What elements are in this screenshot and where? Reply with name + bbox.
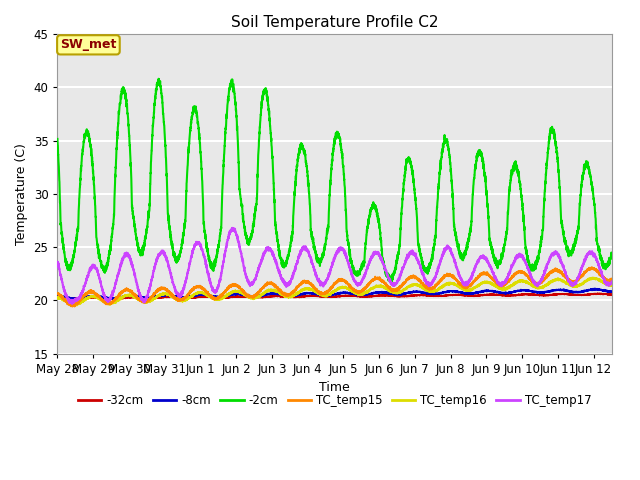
TC_temp17 bbox=[68, 301, 76, 307]
-2cm bbox=[451, 228, 459, 234]
TC_temp15 bbox=[451, 276, 458, 281]
TC_temp15 bbox=[54, 291, 61, 297]
Line: -8cm: -8cm bbox=[58, 288, 612, 300]
Line: TC_temp15: TC_temp15 bbox=[58, 267, 612, 306]
TC_temp17 bbox=[220, 254, 228, 260]
-8cm bbox=[200, 291, 208, 297]
TC_temp15 bbox=[588, 264, 596, 270]
-8cm bbox=[54, 293, 61, 299]
TC_temp16 bbox=[589, 275, 596, 280]
TC_temp16 bbox=[509, 282, 516, 288]
-32cm bbox=[96, 295, 104, 300]
-2cm bbox=[54, 136, 61, 142]
-2cm bbox=[608, 254, 616, 260]
Line: -2cm: -2cm bbox=[58, 79, 612, 282]
TC_temp16 bbox=[559, 279, 567, 285]
TC_temp16 bbox=[220, 295, 228, 300]
TC_temp17 bbox=[54, 260, 61, 265]
TC_temp16 bbox=[200, 291, 208, 297]
TC_temp17 bbox=[559, 264, 567, 270]
-8cm bbox=[509, 289, 516, 295]
-32cm bbox=[509, 292, 516, 298]
TC_temp17 bbox=[228, 225, 236, 231]
-32cm bbox=[559, 291, 567, 297]
-2cm bbox=[200, 225, 208, 231]
Title: Soil Temperature Profile C2: Soil Temperature Profile C2 bbox=[231, 15, 438, 30]
-2cm bbox=[509, 167, 516, 173]
-32cm bbox=[220, 295, 228, 300]
Legend: -32cm, -8cm, -2cm, TC_temp15, TC_temp16, TC_temp17: -32cm, -8cm, -2cm, TC_temp15, TC_temp16,… bbox=[73, 389, 596, 412]
-8cm bbox=[591, 286, 599, 291]
TC_temp16 bbox=[96, 295, 104, 301]
-2cm bbox=[220, 147, 228, 153]
TC_temp17 bbox=[200, 254, 208, 260]
TC_temp17 bbox=[509, 263, 516, 268]
TC_temp15 bbox=[200, 287, 208, 293]
-32cm bbox=[76, 296, 84, 302]
X-axis label: Time: Time bbox=[319, 382, 350, 395]
-32cm bbox=[200, 294, 208, 300]
-8cm bbox=[72, 297, 80, 302]
TC_temp16 bbox=[73, 302, 81, 308]
-32cm bbox=[594, 290, 602, 296]
-2cm bbox=[95, 254, 103, 260]
-8cm bbox=[96, 294, 104, 300]
TC_temp17 bbox=[608, 278, 616, 284]
TC_temp16 bbox=[608, 282, 616, 288]
TC_temp15 bbox=[96, 294, 104, 300]
TC_temp17 bbox=[451, 258, 459, 264]
TC_temp17 bbox=[96, 276, 104, 281]
TC_temp15 bbox=[608, 277, 616, 283]
-8cm bbox=[608, 289, 616, 295]
-8cm bbox=[220, 294, 228, 300]
TC_temp15 bbox=[559, 271, 567, 277]
-32cm bbox=[451, 292, 458, 298]
-2cm bbox=[388, 279, 396, 285]
TC_temp16 bbox=[54, 295, 61, 300]
-8cm bbox=[451, 288, 458, 294]
Line: TC_temp17: TC_temp17 bbox=[58, 228, 612, 304]
TC_temp15 bbox=[509, 274, 516, 280]
Y-axis label: Temperature (C): Temperature (C) bbox=[15, 143, 28, 245]
Line: -32cm: -32cm bbox=[58, 293, 612, 299]
-32cm bbox=[608, 291, 616, 297]
TC_temp15 bbox=[220, 289, 228, 295]
-8cm bbox=[559, 287, 567, 293]
Text: SW_met: SW_met bbox=[60, 38, 116, 51]
Line: TC_temp16: TC_temp16 bbox=[58, 277, 612, 305]
TC_temp16 bbox=[451, 281, 458, 287]
-2cm bbox=[155, 76, 163, 82]
-32cm bbox=[54, 295, 61, 301]
-2cm bbox=[559, 228, 567, 234]
TC_temp15 bbox=[68, 303, 76, 309]
